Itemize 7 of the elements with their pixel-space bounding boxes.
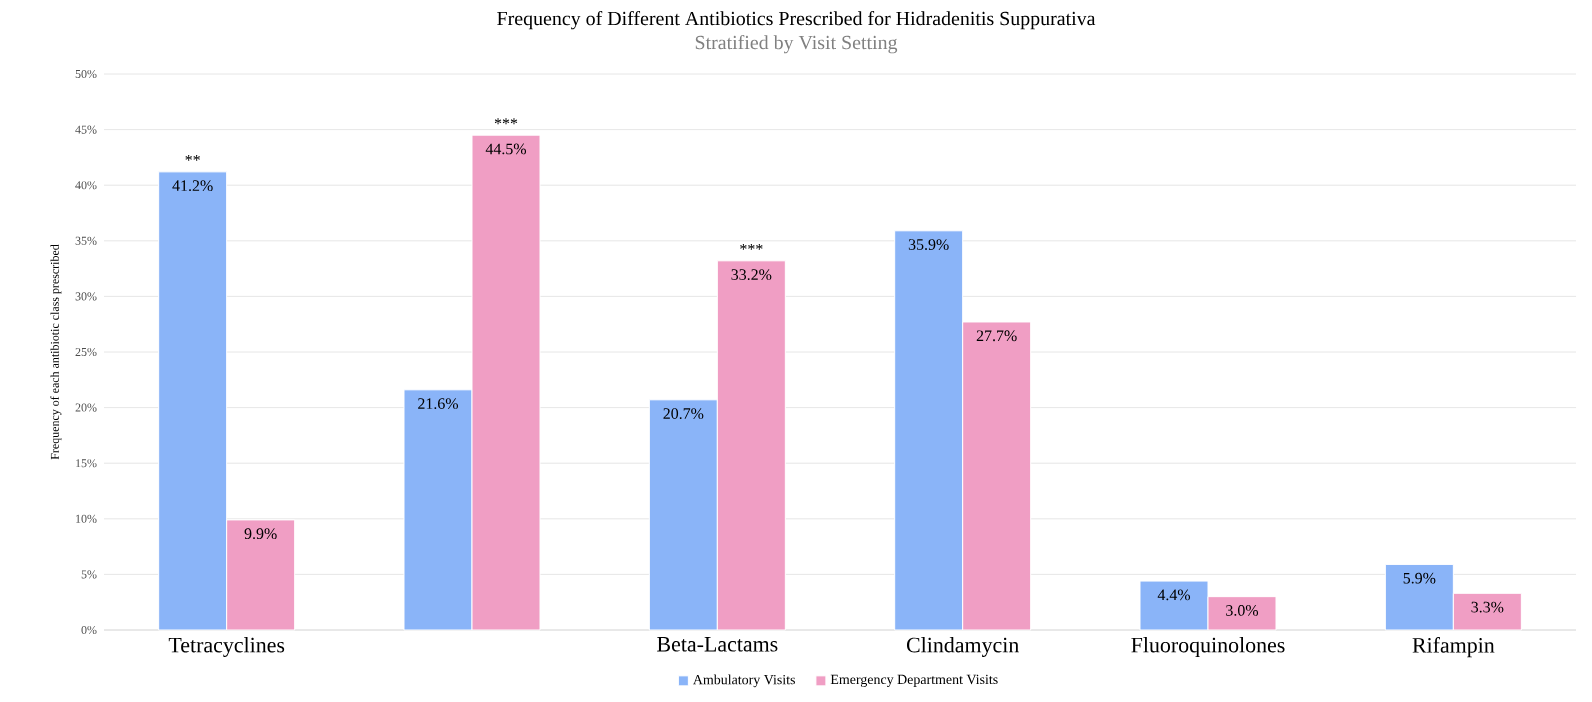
chart-title: Frequency of Different Antibiotics Prescribed for Hidradenitis Suppurativa	[497, 11, 1096, 30]
x-tick-label: Clindamycin	[906, 637, 1019, 657]
x-tick-label: Fluoroquinolones	[1131, 637, 1285, 657]
x-tick-label: Beta-Lactams	[657, 637, 778, 652]
chart-subtitle: Stratified by Visit Setting	[695, 35, 898, 54]
x-tick-label: Rifampin	[1412, 637, 1495, 658]
x-tick-label: Tetracyclines	[168, 637, 285, 657]
